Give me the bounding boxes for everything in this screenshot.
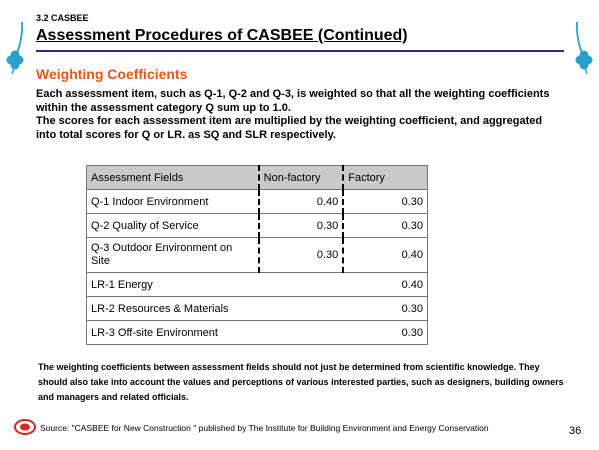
field-cell: LR-2 Resources & Materials: [85, 296, 259, 321]
factory-cell: 0.30: [342, 213, 429, 238]
field-cell: Q-2 Quality of Service: [85, 213, 259, 238]
non-factory-cell: [258, 272, 344, 297]
field-cell: Q-3 Outdoor Environment on Site: [85, 237, 259, 273]
table-row: Q-1 Indoor Environment 0.40 0.30: [85, 189, 429, 214]
table-row: Q-2 Quality of Service 0.30 0.30: [85, 213, 429, 238]
page-number: 36: [569, 425, 582, 437]
clover-icon: [575, 21, 593, 75]
factory-cell: 0.30: [343, 296, 429, 321]
table-row: LR-1 Energy 0.40: [85, 272, 429, 297]
section-label: 3.2 CASBEE: [36, 13, 89, 23]
table-header-row: Assessment Fields Non-factory Factory: [85, 165, 429, 190]
non-factory-cell: [258, 320, 344, 345]
field-cell: LR-3 Off-site Environment: [85, 320, 259, 345]
page-title: Assessment Procedures of CASBEE (Continu…: [36, 27, 408, 44]
non-factory-cell: 0.30: [257, 237, 344, 273]
table-row: LR-3 Off-site Environment 0.30: [85, 320, 429, 345]
column-header-factory: Factory: [342, 165, 429, 190]
column-header-fields: Assessment Fields: [85, 165, 259, 190]
factory-cell: 0.40: [343, 272, 429, 297]
intro-text: Each assessment item, such as Q-1, Q-2 a…: [36, 88, 556, 142]
logo-icon: [14, 419, 36, 435]
factory-cell: 0.40: [342, 237, 429, 273]
weighting-table: Assessment Fields Non-factory Factory Q-…: [85, 165, 429, 345]
non-factory-cell: [258, 296, 344, 321]
factory-cell: 0.30: [343, 320, 429, 345]
non-factory-cell: 0.40: [257, 189, 344, 214]
field-cell: Q-1 Indoor Environment: [85, 189, 259, 214]
table-row: LR-2 Resources & Materials 0.30: [85, 296, 429, 321]
non-factory-cell: 0.30: [257, 213, 344, 238]
weighting-note: The weighting coefficients between asses…: [38, 362, 564, 402]
title-divider: [36, 50, 564, 52]
intro-paragraph: Each assessment item, such as Q-1, Q-2 a…: [36, 88, 550, 114]
field-cell: LR-1 Energy: [85, 272, 259, 297]
source-citation: Source: "CASBEE for New Construction " p…: [40, 423, 489, 433]
intro-paragraph: The scores for each assessment item are …: [36, 115, 543, 141]
clover-icon: [6, 21, 24, 75]
factory-cell: 0.30: [342, 189, 429, 214]
table-row: Q-3 Outdoor Environment on Site 0.30 0.4…: [85, 237, 429, 273]
subheading: Weighting Coefficients: [36, 66, 188, 82]
column-header-non-factory: Non-factory: [257, 165, 344, 190]
